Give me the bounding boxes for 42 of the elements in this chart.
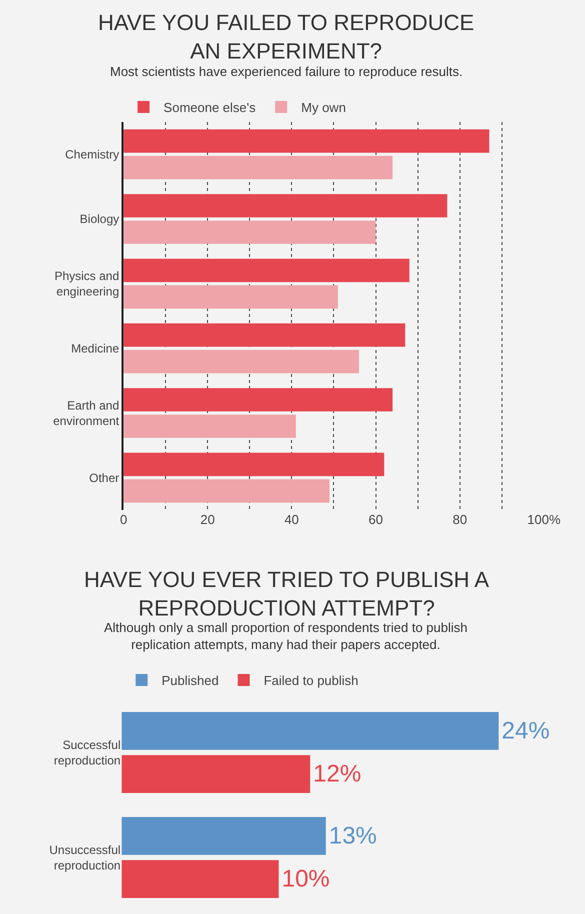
chart-subtitle: Most scientists have experienced failure to reproduce results. <box>110 64 463 79</box>
y-tick-label: Successful reproduction <box>54 738 121 768</box>
x-tick-label: 20 <box>200 512 215 527</box>
bar <box>124 156 393 180</box>
bar <box>122 755 310 793</box>
data-label: 10% <box>282 866 330 893</box>
chart-title: HAVE YOU FAILED TO REPRODUCE AN EXPERIMENT? <box>98 10 474 64</box>
y-tick-label: Biology <box>80 212 120 226</box>
y-tick-label: Unsuccessful reproduction <box>49 842 121 872</box>
bar <box>124 452 384 476</box>
y-tick-label: Chemistry <box>65 148 120 162</box>
chart-title: HAVE YOU EVER TRIED TO PUBLISH A REPRODUCTION ATTEMPT? <box>84 567 490 621</box>
legend-label: Failed to publish <box>264 673 358 688</box>
y-tick-label: Physics and engineering <box>54 269 120 299</box>
bar <box>122 712 499 750</box>
bar <box>122 860 279 898</box>
legend-label: Published <box>162 673 219 688</box>
x-tick-label: 0 <box>120 512 128 527</box>
chart-subtitle: Although only a small proportion of respondents tried to publish replication attempts, many had their papers accepted. <box>104 620 468 652</box>
legend-label: Someone else's <box>164 100 256 116</box>
bar <box>124 479 330 503</box>
y-tick-label: Medicine <box>71 342 120 356</box>
bar <box>124 220 376 244</box>
bar <box>124 285 338 309</box>
data-label: 24% <box>502 717 550 744</box>
bar <box>124 258 410 282</box>
bar <box>124 414 296 438</box>
bar <box>124 350 359 374</box>
y-tick-label: Earth and environment <box>53 398 120 428</box>
bar <box>124 323 406 347</box>
x-tick-label: 100% <box>527 512 561 527</box>
data-label: 12% <box>313 760 362 788</box>
data-label: 13% <box>328 822 377 850</box>
bar <box>124 194 448 218</box>
bar <box>122 817 326 855</box>
x-tick-label: 40 <box>284 512 299 527</box>
x-tick-label: 60 <box>368 512 383 527</box>
bar <box>124 388 393 412</box>
x-tick-label: 80 <box>452 512 468 527</box>
legend-label: My own <box>301 100 346 116</box>
y-tick-label: Other <box>89 470 120 485</box>
bar <box>124 129 490 153</box>
